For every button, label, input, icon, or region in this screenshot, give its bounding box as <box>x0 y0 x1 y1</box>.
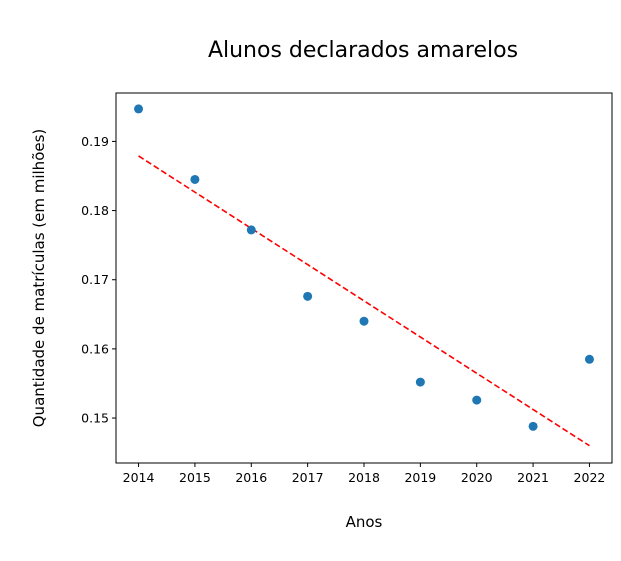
y-tick-label-0.16: 0.16 <box>81 341 109 356</box>
data-point-2022 <box>584 354 594 364</box>
y-tick-label-0.15: 0.15 <box>81 411 109 426</box>
data-point-2020 <box>472 395 482 405</box>
x-tick-label-2017: 2017 <box>292 470 324 485</box>
data-point-2015 <box>190 174 200 184</box>
x-tick-label-2022: 2022 <box>574 470 606 485</box>
x-tick-label-2015: 2015 <box>179 470 211 485</box>
data-point-2019 <box>415 377 425 387</box>
x-tick-label-2018: 2018 <box>348 470 380 485</box>
trend-line <box>138 155 590 447</box>
x-tick-label-2014: 2014 <box>123 470 155 485</box>
data-point-2018 <box>359 316 369 326</box>
data-point-2014 <box>134 104 144 114</box>
chart-title: Alunos declarados amarelos <box>208 38 518 63</box>
x-tick-label-2019: 2019 <box>404 470 436 485</box>
x-axis-label: Anos <box>346 513 383 531</box>
data-point-2017 <box>303 291 313 301</box>
x-tick-label-2020: 2020 <box>461 470 493 485</box>
y-tick-label-0.19: 0.19 <box>81 134 109 149</box>
data-point-2021 <box>528 421 538 431</box>
axis-ticks: 2014 2015 2016 2017 2018 2019 2020 2021 2022 0.15… <box>81 134 605 485</box>
y-tick-label-0.18: 0.18 <box>81 203 109 218</box>
data-point-2016 <box>246 225 256 235</box>
x-tick-label-2016: 2016 <box>235 470 267 485</box>
plot-area <box>134 104 594 447</box>
y-axis-label: Quantidade de matrículas (em milhões) <box>30 129 48 428</box>
x-tick-label-2021: 2021 <box>517 470 549 485</box>
y-tick-label-0.17: 0.17 <box>81 272 109 287</box>
plot-frame <box>115 92 613 464</box>
